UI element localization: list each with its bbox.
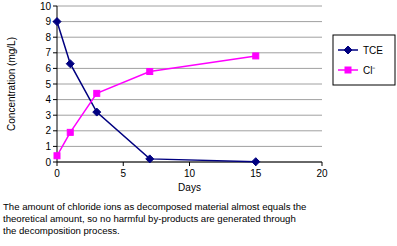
x-tick-label: 15 [250, 168, 262, 179]
x-tick-label: 10 [184, 168, 196, 179]
x-axis [57, 162, 322, 163]
y-tick [53, 37, 57, 38]
series-line [57, 56, 256, 156]
caption: theoretical amount, so no harmful by-pro… [3, 213, 296, 224]
caption: the decomposition process. [3, 225, 120, 236]
data-point [54, 153, 60, 159]
y-tick-label: 1 [45, 141, 51, 152]
data-point [146, 155, 154, 163]
data-point [253, 53, 259, 59]
grid-line [57, 6, 322, 7]
x-tick-label: 0 [54, 168, 60, 179]
grid-line [57, 68, 322, 69]
grid-line [57, 146, 322, 147]
plot-area [53, 18, 260, 166]
series-line [57, 22, 256, 162]
y-tick-label: 4 [45, 94, 51, 105]
y-tick [53, 68, 57, 69]
data-point [66, 60, 74, 68]
grid-line [57, 99, 322, 100]
grid-line [57, 130, 322, 131]
y-tick [53, 84, 57, 85]
grid-line [57, 162, 322, 163]
y-tick [53, 130, 57, 131]
y-tick-label: 10 [40, 1, 52, 12]
chart-container: 0 1 2 3 4 5 6 7 8 9 10 0 5 10 15 20 Concentration (mg/L)… [0, 0, 397, 246]
x-tick-label: 20 [316, 168, 328, 179]
caption: The amount of chloride ions as decompose… [3, 201, 306, 212]
x-tick [123, 162, 124, 166]
grid-line [57, 37, 322, 38]
data-point [93, 108, 101, 116]
data-point [252, 158, 260, 166]
y-tick-label: 2 [45, 125, 51, 136]
y-tick-label: 7 [45, 47, 51, 58]
legend-box [333, 35, 395, 85]
legend-label: Cl⁻ [363, 65, 376, 76]
data-point [147, 69, 153, 75]
data-point [67, 129, 73, 135]
y-tick-label: 5 [45, 79, 51, 90]
y-tick [53, 162, 57, 163]
legend-label: TCE [363, 45, 383, 56]
y-tick-label: 9 [45, 16, 51, 27]
legend: TCE Cl⁻ [333, 35, 395, 85]
y-tick-label: 8 [45, 32, 51, 43]
y-tick [53, 6, 57, 7]
y-tick-label: 3 [45, 110, 51, 121]
legend-marker [345, 67, 351, 73]
legend-marker [344, 46, 352, 54]
chart-svg: 0 1 2 3 4 5 6 7 8 9 10 0 5 10 15 20 Concentration (mg/L)… [0, 0, 397, 246]
data-point [94, 90, 100, 96]
data-point [53, 18, 61, 26]
y-tick [53, 146, 57, 147]
x-axis-title: Days [178, 182, 201, 193]
y-axis [57, 6, 58, 162]
x-tick-label: 5 [120, 168, 126, 179]
y-tick-label: 6 [45, 63, 51, 74]
y-tick [53, 115, 57, 116]
grid-line [57, 21, 322, 22]
y-tick [53, 99, 57, 100]
y-axis-title: Concentration (mg/L) [6, 37, 17, 131]
x-tick [322, 162, 323, 166]
y-tick-label: 0 [45, 157, 51, 168]
y-tick [53, 52, 57, 53]
x-tick [57, 162, 58, 166]
x-tick [189, 162, 190, 166]
grid-line [57, 84, 322, 85]
grid-line [57, 52, 322, 53]
